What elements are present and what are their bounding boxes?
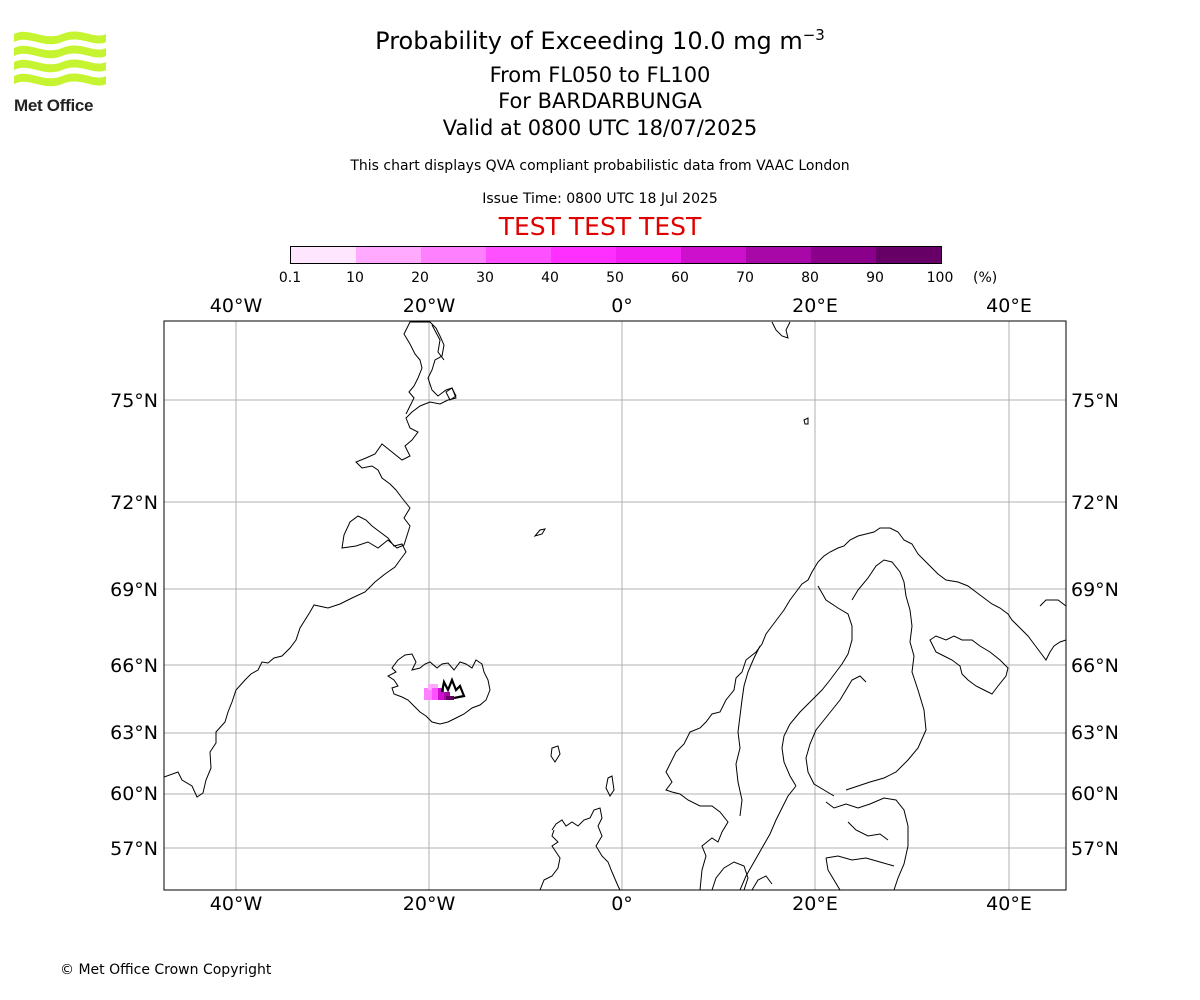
colorbar-unit: (%) (973, 270, 998, 286)
lat-label: 66°N (1071, 655, 1119, 677)
lat-label: 60°N (1071, 783, 1119, 805)
lon-label: 40°E (986, 893, 1032, 915)
greenland-coastline (164, 321, 457, 798)
greenland-island (445, 387, 457, 401)
lon-label: 20°E (792, 893, 838, 915)
lat-label: 57°N (1071, 838, 1119, 860)
ash-cell (424, 688, 432, 700)
lat-label: 75°N (110, 390, 158, 412)
lat-label: 60°N (110, 783, 158, 805)
colorbar-segment (616, 247, 681, 263)
lon-label: 40°W (210, 893, 263, 915)
colorbar-tick: 20 (411, 270, 429, 286)
lon-labels-top: 40°W 20°W 0° 20°E 40°E (210, 295, 1032, 317)
lat-labels-left: 75°N 72°N 69°N 66°N 63°N 60°N 57°N (110, 390, 158, 860)
iceland-coastline (387, 653, 491, 725)
lat-label: 63°N (1071, 722, 1119, 744)
jan-mayen (533, 528, 547, 537)
norway-sweden-border (735, 585, 853, 817)
estonia-latvia (825, 855, 895, 890)
colorbar-segment (421, 247, 486, 263)
lon-label: 40°E (986, 295, 1032, 317)
lon-label: 40°W (210, 295, 263, 317)
lat-label: 72°N (1071, 492, 1119, 514)
colorbar-tick: 70 (736, 270, 754, 286)
lon-label: 0° (611, 295, 633, 317)
colorbar-segment (681, 247, 746, 263)
lon-label: 20°W (403, 295, 456, 317)
lat-label: 75°N (1071, 390, 1119, 412)
colorbar (290, 246, 942, 264)
test-banner: TEST TEST TEST (498, 212, 702, 241)
lon-label: 20°W (403, 893, 456, 915)
colorbar-tick: 60 (671, 270, 689, 286)
sweden-finland-border (845, 559, 927, 791)
colorbar-tick: 10 (346, 270, 364, 286)
lat-label: 57°N (110, 838, 158, 860)
svalbard-coastline (771, 321, 791, 339)
logo-text: Met Office (14, 96, 94, 115)
ash-cell (432, 688, 440, 700)
colorbar-segment (746, 247, 811, 263)
lon-label: 20°E (792, 295, 838, 317)
denmark (711, 861, 773, 890)
map-frame (163, 320, 1067, 891)
chart-description: This chart displays QVA compliant probab… (350, 158, 850, 174)
lat-labels-right: 75°N 72°N 69°N 66°N 63°N 60°N 57°N (1071, 390, 1119, 860)
scotland-coastline (539, 807, 621, 890)
met-office-logo: Met Office (14, 30, 109, 115)
colorbar-segment (811, 247, 876, 263)
colorbar-segment (291, 247, 356, 263)
shetland-islands (605, 775, 615, 797)
colorbar-tick: 30 (476, 270, 494, 286)
met-office-waves-icon (14, 31, 106, 87)
ash-cell (428, 684, 438, 690)
colorbar-tick: 50 (606, 270, 624, 286)
issue-time: Issue Time: 0800 UTC 18 Jul 2025 (482, 191, 718, 207)
chart-title: Probability of Exceeding 10.0 mg m−3 (0, 26, 1200, 55)
colorbar-segment (551, 247, 616, 263)
lat-label: 66°N (110, 655, 158, 677)
colorbar-segment (356, 247, 421, 263)
faroe-islands (550, 745, 561, 763)
colorbar-tick: 40 (541, 270, 559, 286)
chart-title-exponent: −3 (802, 26, 825, 44)
copyright: © Met Office Crown Copyright (60, 962, 272, 978)
gridlines (164, 321, 1066, 890)
lon-label: 0° (611, 893, 633, 915)
volcano-name: For BARDARBUNGA (498, 89, 702, 113)
chart-title-text: Probability of Exceeding 10.0 mg m (375, 27, 803, 55)
valid-time: Valid at 0800 UTC 18/07/2025 (442, 116, 758, 140)
lat-label: 69°N (110, 579, 158, 601)
colorbar-tick: 80 (801, 270, 819, 286)
lat-label: 63°N (110, 722, 158, 744)
scandinavia-coastline (665, 527, 1066, 890)
volcano-source-outline (440, 677, 466, 700)
colorbar-tick: 90 (866, 270, 884, 286)
coastlines (164, 321, 1066, 890)
gulf-of-bothnia (805, 675, 867, 797)
greenland-inlet (431, 324, 445, 361)
baltic-coast (739, 785, 909, 890)
colorbar-tick: 0.1 (278, 270, 302, 286)
kola-peninsula (1039, 599, 1066, 607)
ash-probability-cells (424, 684, 454, 700)
ash-cell (438, 688, 444, 700)
lon-labels-bottom: 40°W 20°W 0° 20°E 40°E (210, 893, 1032, 915)
ash-cell (446, 696, 454, 700)
bear-island (803, 417, 809, 425)
colorbar-tick: 100 (926, 270, 954, 286)
lat-label: 72°N (110, 492, 158, 514)
colorbar-segment (486, 247, 551, 263)
colorbar-segment (876, 247, 941, 263)
white-sea (929, 635, 1009, 695)
flight-level-range: From FL050 to FL100 (489, 63, 711, 87)
lat-label: 69°N (1071, 579, 1119, 601)
